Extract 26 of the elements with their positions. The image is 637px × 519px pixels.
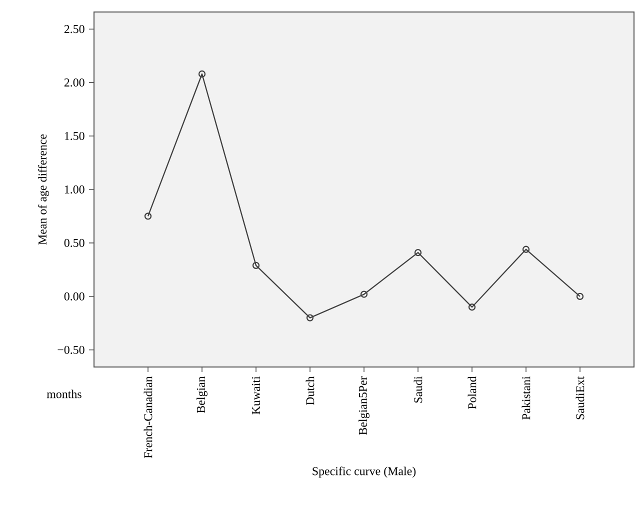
point bbox=[414, 248, 422, 256]
x-tick-label: Saudi bbox=[414, 376, 422, 403]
x-tick-label: Dutch bbox=[306, 376, 314, 406]
y-tick-label: 0.50 bbox=[64, 238, 84, 248]
point bbox=[198, 70, 206, 78]
y-tick-label: 1.00 bbox=[64, 185, 84, 194]
point bbox=[522, 246, 530, 253]
x-tick-label: Belgian bbox=[196, 376, 208, 414]
point bbox=[468, 304, 476, 311]
x-tick-label: Poland bbox=[468, 376, 476, 410]
y-tick-label: 2.00 bbox=[64, 78, 84, 87]
point bbox=[360, 290, 368, 298]
point bbox=[252, 262, 260, 269]
y-tick-label: −0.50 bbox=[58, 346, 84, 354]
x-tick-label: SaudiExt bbox=[576, 376, 584, 420]
x-tick-label: Pakistani bbox=[522, 376, 530, 420]
point bbox=[306, 314, 314, 322]
y-tick-label: 2.50 bbox=[64, 25, 84, 34]
y-tick-label: 0.00 bbox=[64, 292, 84, 300]
x-tick-label: French-Canadian bbox=[144, 376, 152, 458]
x-tick-label: Belgian5Per bbox=[358, 376, 370, 435]
x-axis-title: Specific curve (Male) bbox=[312, 466, 416, 478]
y-tick-label: 1.50 bbox=[64, 132, 84, 140]
x-tick-label: Kuwaiti bbox=[252, 376, 260, 414]
text: months bbox=[46, 390, 82, 398]
y-axis-title: Mean of age difference bbox=[38, 134, 49, 245]
